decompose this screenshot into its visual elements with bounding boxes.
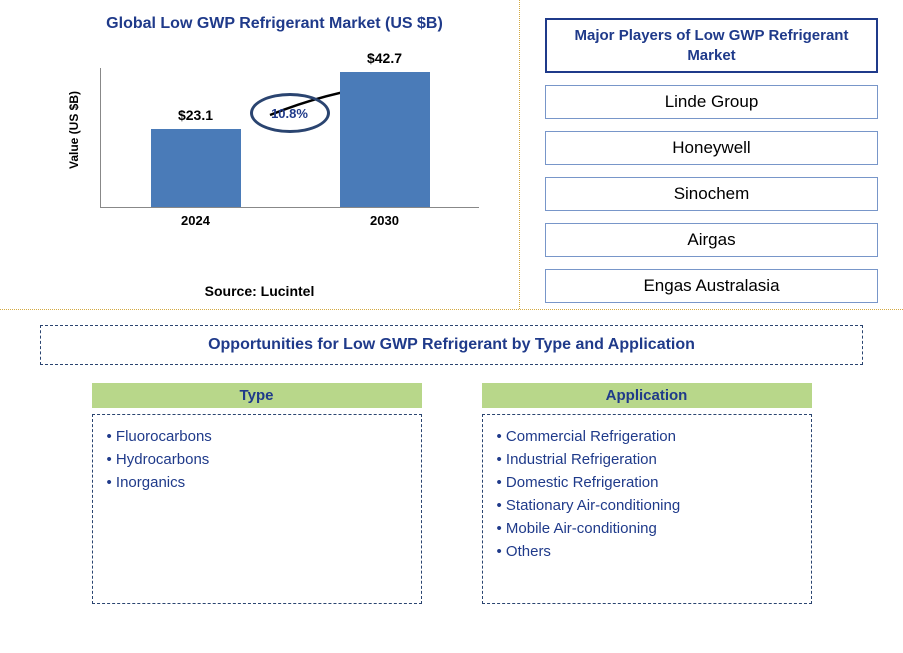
player-item: Sinochem (545, 177, 878, 211)
bars-container: $23.1 2024 $42.7 2030 (100, 68, 479, 208)
list-item: Industrial Refrigeration (497, 448, 797, 471)
bar-value-label: $42.7 (367, 50, 402, 66)
player-item: Honeywell (545, 131, 878, 165)
column-header: Type (92, 383, 422, 408)
opportunities-section: Opportunities for Low GWP Refrigerant by… (0, 310, 903, 624)
bar-2024: $23.1 2024 (151, 129, 241, 207)
opportunity-column: Application Commercial RefrigerationIndus… (482, 383, 812, 604)
growth-rate-ellipse: 10.8% (250, 93, 330, 133)
bar-2030: $42.7 2030 (340, 72, 430, 207)
x-tick-label: 2030 (370, 213, 399, 228)
player-item: Linde Group (545, 85, 878, 119)
list-item: Others (497, 540, 797, 563)
growth-rate-label: 10.8% (271, 106, 308, 121)
chart-panel: Global Low GWP Refrigerant Market (US $B… (0, 0, 520, 309)
y-axis-label: Value (US $B) (67, 91, 81, 169)
bar-chart: Value (US $B) $23.1 2024 $42.7 2030 (80, 53, 499, 233)
list-item: Commercial Refrigeration (497, 425, 797, 448)
list-item: Stationary Air-conditioning (497, 494, 797, 517)
player-item: Engas Australasia (545, 269, 878, 303)
top-section: Global Low GWP Refrigerant Market (US $B… (0, 0, 903, 310)
player-item: Airgas (545, 223, 878, 257)
column-header: Application (482, 383, 812, 408)
opportunities-title: Opportunities for Low GWP Refrigerant by… (40, 325, 863, 365)
list-item: Mobile Air-conditioning (497, 517, 797, 540)
opportunity-column: Type FluorocarbonsHydrocarbonsInorganics (92, 383, 422, 604)
growth-annotation: 10.8% (250, 93, 330, 133)
list-item: Inorganics (107, 471, 407, 494)
chart-title: Global Low GWP Refrigerant Market (US $B… (50, 15, 499, 33)
list-item: Hydrocarbons (107, 448, 407, 471)
column-body: Commercial RefrigerationIndustrial Refri… (482, 414, 812, 604)
players-title: Major Players of Low GWP Refrigerant Mar… (545, 18, 878, 73)
opportunities-columns: Type FluorocarbonsHydrocarbonsInorganics A… (40, 383, 863, 604)
players-list: Linde Group Honeywell Sinochem Airgas Engas … (545, 85, 878, 303)
source-attribution: Source: Lucintel (205, 283, 315, 299)
column-body: FluorocarbonsHydrocarbonsInorganics (92, 414, 422, 604)
x-tick-label: 2024 (181, 213, 210, 228)
major-players-panel: Major Players of Low GWP Refrigerant Mar… (520, 0, 903, 309)
bar: $23.1 (151, 129, 241, 207)
bar: $42.7 (340, 72, 430, 207)
bar-value-label: $23.1 (178, 107, 213, 123)
list-item: Fluorocarbons (107, 425, 407, 448)
list-item: Domestic Refrigeration (497, 471, 797, 494)
